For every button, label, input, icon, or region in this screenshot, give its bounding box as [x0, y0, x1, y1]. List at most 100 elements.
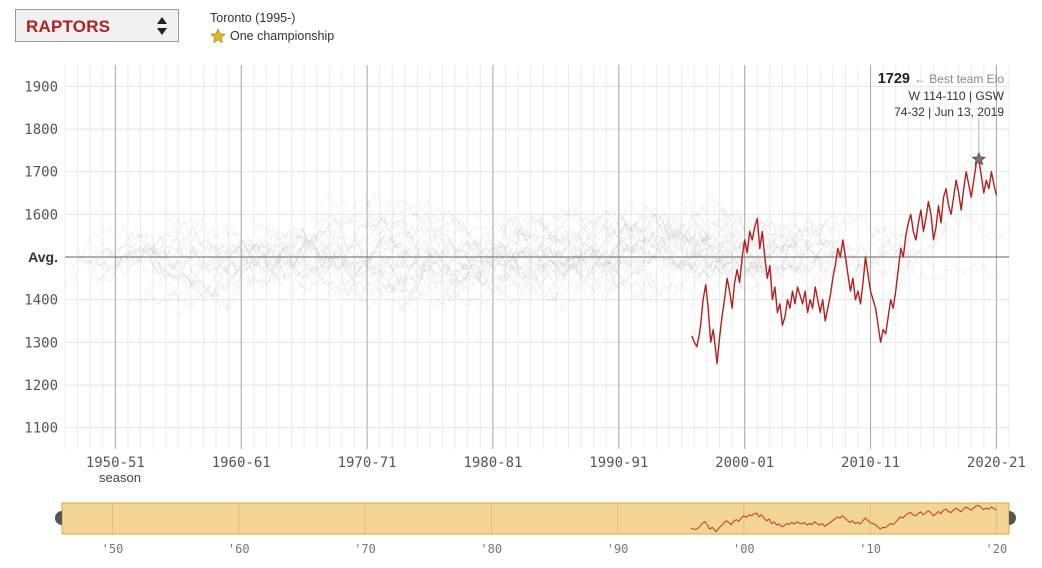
- y-tick-label: 1700: [24, 165, 58, 181]
- league-line: [624, 226, 827, 269]
- league-line: [163, 207, 276, 274]
- x-tick-label: 1970-71: [338, 455, 397, 471]
- league-background-lines: [64, 192, 1009, 317]
- league-line: [685, 247, 810, 279]
- league-line: [64, 232, 396, 285]
- x-tick-label: 1990-91: [589, 455, 648, 471]
- x-tick-label: 1960-61: [212, 455, 271, 471]
- brush-team-series: [690, 504, 997, 533]
- league-line: [397, 245, 550, 311]
- league-line: [249, 217, 351, 264]
- league-line: [514, 216, 755, 298]
- league-line: [153, 241, 387, 284]
- x-tick-label: 2020-21: [967, 455, 1026, 471]
- league-line: [528, 204, 674, 247]
- brush-tick-label: '70: [354, 542, 376, 556]
- team-select[interactable]: RAPTORS: [15, 9, 179, 42]
- league-line: [167, 239, 461, 300]
- brush-tick-label: '10: [859, 542, 881, 556]
- league-line: [138, 233, 253, 279]
- league-line: [655, 219, 843, 278]
- team-series-line: [691, 158, 998, 365]
- league-line: [393, 250, 520, 312]
- league-line: [659, 238, 928, 286]
- league-line: [215, 217, 385, 271]
- league-line: [287, 236, 457, 300]
- league-line: [424, 237, 697, 302]
- league-line: [734, 241, 829, 300]
- league-line: [425, 234, 568, 292]
- x-axis-title: season: [99, 470, 141, 485]
- league-line: [305, 193, 582, 273]
- league-line: [380, 210, 732, 300]
- team-info: Toronto (1995-) One championship: [210, 9, 334, 45]
- league-line: [94, 225, 410, 270]
- y-tick-label: 1400: [24, 293, 58, 309]
- brush-tick-label: '00: [733, 542, 755, 556]
- y-tick-label: Avg.: [28, 249, 58, 265]
- brush-handle-right[interactable]: [1009, 511, 1016, 525]
- league-line: [319, 224, 597, 269]
- y-axis-labels: 1100 1200 1300 1400 Avg. 1600 1700 1800 1900: [24, 79, 58, 436]
- team-select-value: RAPTORS: [26, 17, 111, 36]
- y-tick-label: 1900: [24, 79, 58, 95]
- league-line: [470, 207, 665, 271]
- select-arrows-icon: [157, 17, 167, 35]
- best-elo-annotation: 1729 ← Best team Elo W 114-110 | GSW 74-…: [878, 71, 1005, 166]
- league-line: [385, 199, 465, 232]
- championship-row: One championship: [210, 27, 334, 45]
- league-line: [296, 234, 524, 280]
- y-tick-label: 1300: [24, 335, 58, 351]
- league-line: [82, 231, 316, 288]
- league-line: [266, 262, 363, 294]
- brush-handle-left[interactable]: [55, 511, 62, 525]
- league-line: [646, 215, 937, 276]
- team-history: Toronto (1995-): [210, 11, 296, 25]
- league-line: [219, 215, 447, 283]
- league-line: [291, 257, 427, 297]
- brush-tick-label: '60: [228, 542, 250, 556]
- league-line: [370, 251, 485, 285]
- league-line: [501, 205, 797, 258]
- league-line: [710, 241, 1006, 282]
- league-line: [664, 218, 958, 292]
- league-line: [257, 260, 453, 297]
- league-line: [549, 218, 855, 303]
- league-line: [705, 210, 1009, 272]
- annotation-line-2: 74-32 | Jun 13, 2019: [894, 105, 1004, 119]
- y-tick-label: 1100: [24, 421, 58, 437]
- league-line: [537, 227, 845, 285]
- annotation-line-1: W 114-110 | GSW: [909, 89, 1005, 103]
- league-line: [273, 232, 428, 275]
- y-tick-label: 1200: [24, 378, 58, 394]
- league-line: [91, 244, 339, 281]
- x-tick-label: 1950-51: [86, 455, 145, 471]
- league-line: [270, 229, 556, 305]
- league-line: [101, 220, 412, 279]
- league-line: [343, 229, 463, 270]
- league-line: [539, 215, 810, 257]
- league-line: [687, 210, 948, 267]
- brush-tick-label: '20: [986, 542, 1008, 556]
- league-line: [604, 199, 714, 243]
- league-line: [320, 192, 556, 295]
- league-line: [457, 218, 766, 294]
- league-line: [77, 234, 190, 273]
- league-line: [130, 238, 278, 279]
- brush-tick-label: '90: [607, 542, 629, 556]
- league-line: [458, 253, 633, 308]
- league-line: [602, 208, 742, 245]
- x-tick-label: 1980-81: [463, 455, 522, 471]
- y-tick-label: 1800: [24, 122, 58, 138]
- time-brush[interactable]: '50 '60 '70 '80 '90 '00 '10 '20: [55, 502, 1016, 556]
- league-line: [188, 205, 401, 259]
- league-line: [446, 225, 639, 285]
- annotation-value: 1729: [878, 71, 910, 87]
- league-line: [687, 213, 765, 257]
- league-line: [365, 201, 583, 266]
- league-line: [371, 217, 541, 274]
- x-tick-label: 2000-01: [715, 455, 774, 471]
- brush-selection[interactable]: [61, 502, 1010, 535]
- league-line: [430, 224, 683, 308]
